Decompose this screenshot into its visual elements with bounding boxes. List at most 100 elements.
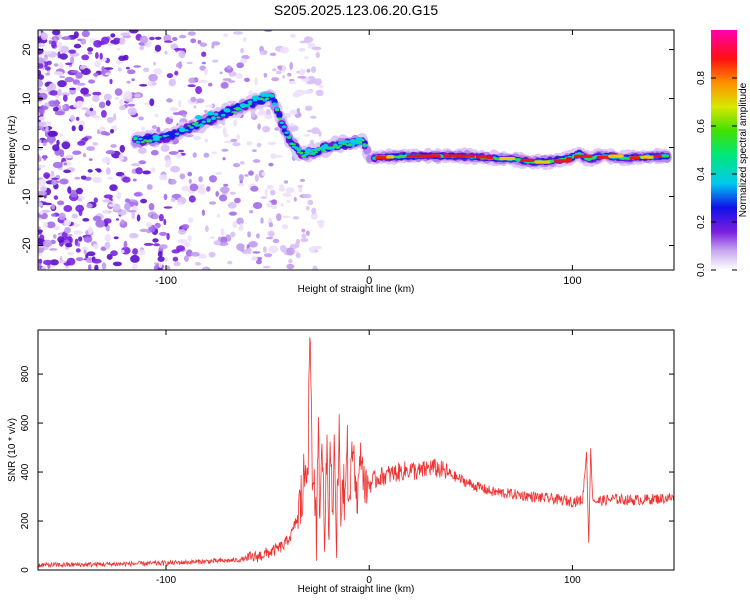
- spectrogram-noise-cell: [38, 112, 41, 117]
- spectrogram-noise-cell: [292, 216, 300, 220]
- spectrogram-noise-cell: [139, 45, 145, 51]
- snr-y-axis-label: SNR (10 * v/v): [7, 418, 18, 482]
- spectrogram-ridge-cell: [140, 140, 145, 143]
- spectrogram-noise-cell: [311, 212, 318, 220]
- spectrogram-noise-cell: [297, 185, 303, 188]
- spectrogram-ridge-cell: [287, 136, 292, 139]
- spectrogram-noise-cell: [59, 62, 63, 70]
- spectrogram-noise-cell: [213, 240, 221, 246]
- spectrogram-noise-cell: [282, 192, 292, 197]
- spectrogram-noise-cell: [177, 149, 185, 153]
- colorbar-gradient: [711, 30, 737, 270]
- spectrogram-ridge-cell: [221, 113, 226, 117]
- spectrogram-noise-cell: [178, 34, 187, 39]
- spectrogram-noise-cell: [80, 68, 91, 75]
- spectrogram-noise-cell: [92, 176, 102, 184]
- spectrogram-noise-cell: [106, 43, 115, 46]
- spectrogram-noise-cell: [181, 185, 190, 192]
- spectrogram-noise-cell: [178, 99, 182, 108]
- spectrogram-noise-cell: [61, 141, 71, 150]
- spectrogram-noise-cell: [63, 94, 68, 102]
- spectrogram-ridge-cell: [274, 107, 280, 110]
- colorbar: 0.0 0.2 0.4 0.6 0.8 Normalized spectral ampl…: [696, 30, 749, 277]
- spectrogram-noise-cell: [75, 204, 85, 213]
- spectrogram-noise-cell: [244, 77, 250, 82]
- spectrogram-noise-cell: [164, 50, 168, 55]
- spectrogram-noise-cell: [308, 246, 316, 253]
- spectrogram-ridge-cell: [138, 137, 143, 141]
- spectrogram-noise-cell: [38, 139, 42, 143]
- spectrogram-noise-cell: [113, 37, 121, 42]
- spectrogram-ridge-cell: [321, 150, 326, 152]
- spectrogram-noise-cell: [184, 255, 189, 262]
- colorbar-tick-label: 0.4: [696, 167, 707, 181]
- spectrogram-noise-cell: [252, 149, 257, 153]
- snr-panel: -100 0 100 0 200 400 600 800 Height of straight…: [7, 329, 675, 595]
- spectrogram-marks: [38, 30, 672, 270]
- spectrogram-noise-cell: [98, 101, 106, 109]
- spectrogram-noise-cell: [199, 42, 208, 47]
- spectrogram-noise-cell: [276, 213, 282, 222]
- spectrogram-noise-cell: [205, 104, 214, 108]
- spectrogram-noise-cell: [88, 109, 97, 117]
- spectrogram-noise-cell: [233, 31, 243, 35]
- spectrogram-noise-cell: [122, 176, 131, 183]
- spectrogram-noise-cell: [64, 227, 71, 234]
- spectrogram-noise-cell: [319, 85, 324, 89]
- spectrogram-ridge-cell: [201, 120, 206, 124]
- spectrogram-noise-cell: [59, 133, 64, 137]
- spectrogram-noise-cell: [88, 79, 96, 84]
- spectrogram-noise-cell: [290, 123, 295, 127]
- spectrogram-noise-cell: [294, 250, 298, 254]
- spectrogram-noise-cell: [203, 267, 208, 270]
- spectrogram-noise-cell: [307, 199, 314, 206]
- spectrogram-noise-cell: [201, 51, 207, 57]
- spectrogram-noise-cell: [41, 209, 51, 213]
- spectrogram-noise-cell: [157, 267, 163, 270]
- spectrogram-peak-cell: [386, 155, 395, 159]
- spectrogram-ridge-cell: [343, 143, 348, 145]
- spectrogram-noise-cell: [289, 61, 294, 70]
- spectrogram-noise-cell: [38, 190, 47, 196]
- spectrogram-noise-cell: [304, 105, 313, 111]
- spectrogram-noise-cell: [45, 72, 50, 76]
- spectrogram-noise-cell: [63, 154, 74, 159]
- spectrogram-noise-cell: [102, 199, 112, 203]
- spectrogram-noise-cell: [166, 232, 170, 241]
- spectrogram-noise-cell: [159, 231, 168, 236]
- spectrogram-ridge-cell: [292, 143, 296, 145]
- spectrogram-noise-cell: [226, 65, 232, 70]
- spectrogram-noise-cell: [82, 153, 87, 158]
- spectrogram-noise-cell: [93, 72, 99, 77]
- spectrogram-ridge-cell: [247, 100, 253, 104]
- spectrogram-ridge-cell: [304, 148, 312, 153]
- spectrogram-noise-cell: [138, 116, 144, 121]
- spectrogram-noise-cell: [39, 210, 44, 215]
- spectrogram-noise-cell: [149, 98, 155, 107]
- spectrogram-noise-cell: [118, 37, 126, 45]
- spectrogram-noise-cell: [169, 107, 179, 112]
- spectrogram-noise-cell: [273, 155, 283, 158]
- spectrogram-noise-cell: [160, 144, 170, 152]
- spectrogram-noise-cell: [47, 130, 58, 137]
- spectrogram-noise-cell: [129, 233, 139, 239]
- spectrogram-noise-cell: [299, 178, 306, 182]
- spectrogram-noise-cell: [134, 93, 142, 98]
- spectrogram-noise-cell: [46, 60, 52, 66]
- spectrogram-noise-cell: [64, 76, 75, 83]
- spectrogram-noise-cell: [276, 65, 282, 69]
- spectrogram-noise-cell: [303, 193, 312, 199]
- spectrogram-noise-cell: [188, 178, 192, 184]
- spectrogram-noise-cell: [132, 248, 139, 255]
- spectrogram-ridge-cell: [187, 125, 192, 127]
- spectrogram-noise-cell: [198, 176, 203, 183]
- spectrogram-noise-cell: [228, 211, 237, 216]
- spectrogram-ridge-cell: [299, 151, 304, 154]
- spectrogram-noise-cell: [107, 176, 113, 180]
- spectrogram-noise-cell: [186, 61, 193, 65]
- spectrogram-noise-cell: [303, 89, 314, 95]
- spectrogram-noise-cell: [82, 218, 90, 222]
- spectrogram-noise-cell: [40, 186, 48, 192]
- spectrogram-peak-cell: [629, 156, 640, 160]
